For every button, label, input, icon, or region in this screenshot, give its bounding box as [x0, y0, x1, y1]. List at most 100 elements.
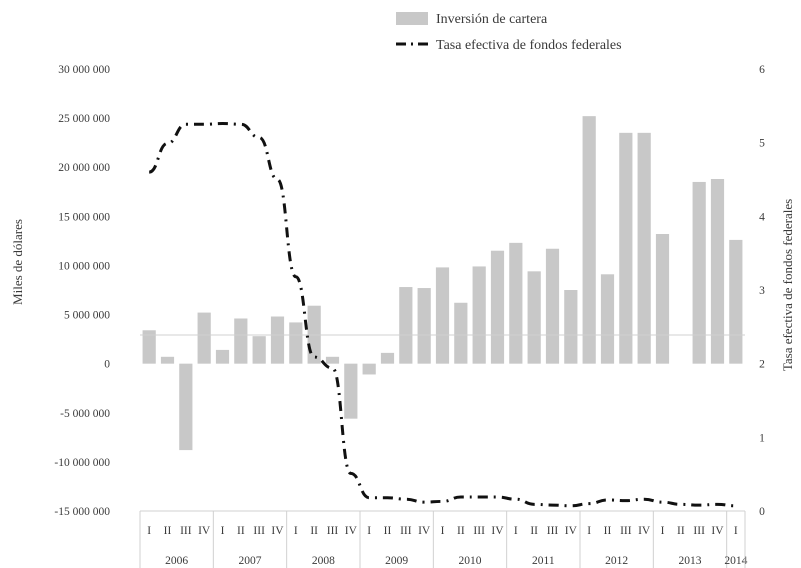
y-left-tick-label: 10 000 000 — [58, 260, 110, 272]
y-right-tick-label: 4 — [759, 211, 765, 223]
x-quarter-label: I — [661, 525, 665, 537]
x-quarter-label: II — [164, 525, 172, 537]
x-quarter-label: IV — [491, 525, 504, 537]
x-quarter-label: IV — [418, 525, 431, 537]
y-right-tick-label: 3 — [759, 285, 765, 297]
y-left-tick-label: -5 000 000 — [60, 408, 110, 420]
y-axis-left-ticks: 30 000 000 25 000 000 20 000 000 15 000 000… — [54, 64, 110, 518]
bar — [270, 316, 285, 364]
x-quarter-label: III — [547, 525, 559, 537]
x-quarter-label: I — [441, 525, 445, 537]
bar — [215, 349, 230, 364]
bar — [729, 239, 743, 364]
bar — [619, 132, 633, 364]
x-quarter-label: II — [384, 525, 392, 537]
y-left-tick-label: 20 000 000 — [58, 162, 110, 174]
y-left-tick-label: 25 000 000 — [58, 113, 110, 125]
legend-label-line: Tasa efectiva de fondos federales — [436, 38, 622, 53]
bar — [399, 287, 413, 364]
y-right-tick-label: 5 — [759, 138, 765, 150]
bar — [564, 290, 578, 364]
bar — [435, 267, 450, 364]
x-quarter-label: III — [473, 525, 485, 537]
bar — [417, 288, 431, 364]
x-quarter-label: III — [327, 525, 339, 537]
x-year-label: 2007 — [239, 555, 262, 567]
y-left-tick-label: 0 — [104, 359, 110, 371]
x-quarter-label: I — [734, 525, 738, 537]
bar — [234, 318, 248, 364]
y-axis-left-title: Miles de dólares — [10, 219, 25, 305]
x-quarter-label: II — [604, 525, 612, 537]
y-left-tick-label: 5 000 000 — [64, 310, 110, 322]
bar — [325, 356, 340, 364]
x-quarter-label: IV — [198, 525, 211, 537]
x-quarter-label: I — [367, 525, 371, 537]
bar — [179, 363, 193, 451]
bar-series — [142, 116, 743, 451]
bar — [142, 330, 156, 364]
x-quarter-label: II — [310, 525, 318, 537]
x-year-label: 2013 — [679, 555, 702, 567]
y-right-tick-label: 6 — [759, 64, 765, 76]
x-year-label: 2014 — [724, 555, 747, 567]
bar — [545, 248, 560, 364]
x-quarter-label: III — [180, 525, 192, 537]
x-quarter-label: I — [221, 525, 225, 537]
bar — [600, 274, 615, 364]
bar — [655, 234, 670, 364]
x-quarter-label: IV — [345, 525, 358, 537]
y-axis-right-title: Tasa efectiva de fondos federales — [780, 199, 795, 371]
x-quarter-label: IV — [271, 525, 284, 537]
y-right-tick-label: 1 — [759, 432, 765, 444]
y-left-tick-label: -10 000 000 — [54, 457, 110, 469]
x-quarter-label: III — [400, 525, 412, 537]
x-axis: I II III IV I II III IV I II III IV I II III IV I II III IV… — [139, 510, 748, 568]
x-year-label: 2006 — [165, 555, 188, 567]
legend-label-bar: Inversión de cartera — [436, 12, 548, 27]
bar — [197, 312, 211, 364]
bar — [160, 356, 175, 364]
bar — [344, 363, 358, 419]
x-quarter-label: I — [147, 525, 151, 537]
x-quarter-label: II — [457, 525, 465, 537]
x-quarter-label: II — [530, 525, 538, 537]
x-quarter-label: II — [237, 525, 245, 537]
bar — [582, 116, 596, 364]
bar — [380, 352, 395, 364]
x-year-label: 2011 — [532, 555, 555, 567]
bar — [252, 336, 266, 364]
bar — [509, 242, 523, 364]
bar — [710, 179, 725, 364]
bar — [692, 181, 706, 364]
y-left-tick-label: 15 000 000 — [58, 211, 110, 223]
bar — [527, 271, 541, 364]
bar — [490, 250, 505, 364]
x-quarter-label: III — [253, 525, 265, 537]
y-right-tick-label: 0 — [759, 506, 765, 518]
x-quarter-label: IV — [565, 525, 578, 537]
line-series — [148, 122, 736, 508]
x-year-label: 2008 — [312, 555, 335, 567]
x-quarter-label: I — [514, 525, 518, 537]
x-quarter-label: I — [587, 525, 591, 537]
bar — [454, 302, 468, 364]
x-quarter-label: I — [294, 525, 298, 537]
bar — [289, 322, 303, 364]
x-quarter-label: IV — [711, 525, 724, 537]
x-quarter-label: IV — [638, 525, 651, 537]
y-right-tick-label: 2 — [759, 359, 765, 371]
bar — [637, 132, 651, 364]
legend: Inversión de cartera Tasa efectiva de fo… — [396, 12, 622, 53]
y-left-tick-label: -15 000 000 — [54, 506, 110, 518]
x-quarter-label: III — [620, 525, 632, 537]
x-quarter-label: II — [677, 525, 685, 537]
x-year-label: 2010 — [459, 555, 482, 567]
x-year-label: 2009 — [385, 555, 408, 567]
x-quarter-label: III — [693, 525, 705, 537]
y-axis-right-ticks: 6 5 4 3 2 1 0 — [759, 64, 765, 518]
legend-swatch-bar — [396, 12, 428, 25]
y-left-tick-label: 30 000 000 — [58, 64, 110, 76]
x-year-label: 2012 — [605, 555, 628, 567]
